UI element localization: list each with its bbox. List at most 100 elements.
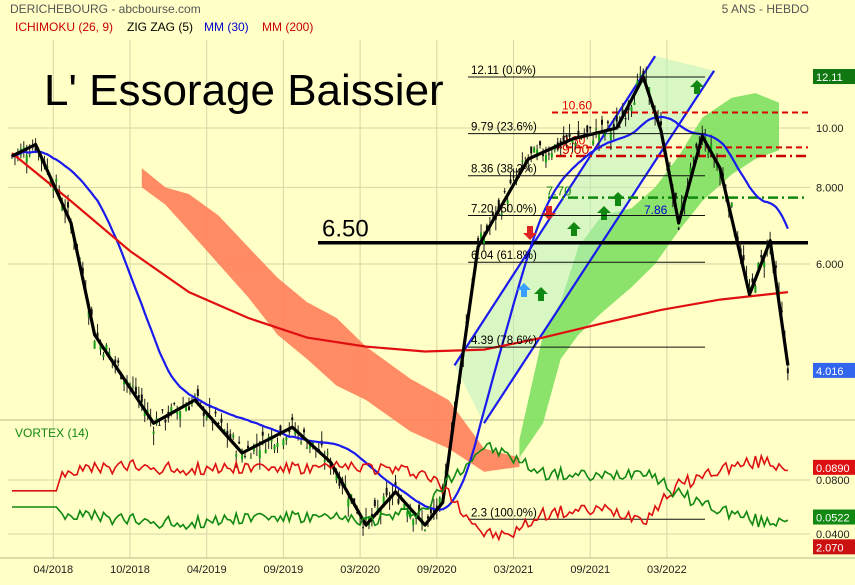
candle-body: [217, 423, 220, 425]
candle-body: [491, 211, 494, 215]
candle-body: [214, 411, 217, 414]
candle-body: [264, 449, 267, 453]
price-label-text: 12.11: [816, 72, 843, 84]
candle-body: [196, 389, 199, 396]
candle-body: [409, 510, 412, 518]
candle-body: [547, 153, 550, 155]
candle-body: [282, 439, 285, 446]
candle-body: [424, 529, 426, 531]
candle-body: [347, 498, 350, 507]
candle-body: [232, 435, 235, 438]
candle-body: [521, 160, 524, 163]
zigzag-line: [11, 75, 790, 527]
candle-body: [544, 154, 547, 163]
x-tick-label: 03/2022: [647, 564, 687, 576]
candle-body: [303, 429, 306, 433]
period-label: 5 ANS - HEBDO: [722, 2, 809, 16]
y-tick-label: 8.000: [816, 182, 844, 194]
candle-body: [185, 406, 188, 412]
candle-body: [639, 73, 642, 76]
candle-body: [692, 156, 695, 158]
candle-body: [131, 385, 134, 387]
candle-body: [612, 124, 615, 130]
arrow-up-green: [534, 287, 548, 301]
fibo-label: 4.39 (78.6%): [471, 335, 537, 347]
signal-arrows: [517, 80, 704, 301]
price-label-box: [813, 362, 855, 378]
candle-body: [382, 496, 385, 505]
candle-body: [630, 106, 633, 112]
candle-body: [385, 487, 388, 496]
fibo-label: 8.36 (38.2%): [471, 164, 537, 176]
level-label-786: 7.86: [644, 203, 668, 217]
right-axis: 10.00 8.000 6.000 12.11 4.016 2.070: [813, 69, 855, 555]
candle-body: [90, 309, 93, 315]
candle-body: [618, 126, 621, 128]
arrow-up-green: [690, 80, 704, 94]
candle-body: [241, 453, 244, 460]
candle-body: [751, 278, 754, 283]
candle-body: [25, 154, 28, 163]
candle-body: [164, 419, 167, 423]
candle-body: [624, 118, 627, 120]
vortex-label-box: [813, 459, 855, 475]
kumo-bearish: [141, 168, 520, 472]
candle-body: [335, 473, 338, 481]
candle-body: [158, 424, 161, 426]
candle-body: [550, 153, 553, 158]
x-tick-label: 03/2020: [340, 564, 380, 576]
candle-body: [598, 133, 601, 141]
candle-body: [636, 80, 639, 88]
candle-body: [786, 368, 789, 374]
candle-body: [571, 138, 574, 143]
candle-body: [300, 442, 303, 444]
candle-body: [173, 403, 176, 405]
ticker-label: DERICHEBOURG - abcbourse.com: [10, 2, 201, 16]
candle-body: [780, 310, 783, 312]
x-tick-label: 04/2019: [187, 564, 227, 576]
ichimoku-cloud: [141, 93, 779, 472]
mm30-line: [11, 115, 789, 511]
fibo-label: 2.3 (100.0%): [471, 507, 537, 519]
candle-body: [102, 354, 105, 357]
candle-body: [730, 203, 733, 207]
candle-body: [615, 115, 618, 122]
candle-body: [179, 411, 182, 419]
candle-body: [170, 406, 173, 412]
candle-body: [311, 441, 314, 445]
candle-body: [134, 386, 137, 395]
vortex-panel: 0.0800 0.0400 0.0890 0.0522: [12, 441, 855, 542]
candle-body: [621, 109, 624, 117]
candle-body: [562, 135, 565, 144]
candle-body: [674, 193, 677, 198]
candle-body: [506, 200, 509, 204]
candle-body: [509, 179, 512, 184]
candle-body: [775, 265, 778, 268]
candle-body: [247, 445, 249, 449]
candle-body: [707, 153, 710, 156]
candle-body: [188, 406, 190, 411]
price-label-box: [813, 69, 855, 85]
candle-body: [205, 416, 208, 419]
candle-body: [326, 452, 329, 454]
candle-body: [574, 143, 577, 146]
candle-body: [609, 132, 612, 141]
price-label-box: [813, 539, 855, 555]
candle-body: [539, 141, 542, 146]
candle-body: [689, 167, 692, 174]
x-tick-label: 09/2019: [264, 564, 304, 576]
candle-body: [202, 412, 205, 417]
candle-body: [96, 332, 99, 338]
candle-body: [338, 478, 341, 487]
candle-body: [208, 405, 211, 408]
vortex-minus-line: [12, 453, 788, 542]
x-tick-label: 09/2020: [417, 564, 457, 576]
fibo-label: 9.79 (23.6%): [471, 122, 537, 134]
y-tick-label: 6.000: [816, 259, 844, 271]
candle-body: [503, 191, 506, 193]
candle-body: [542, 154, 544, 157]
candle-body: [276, 442, 279, 447]
